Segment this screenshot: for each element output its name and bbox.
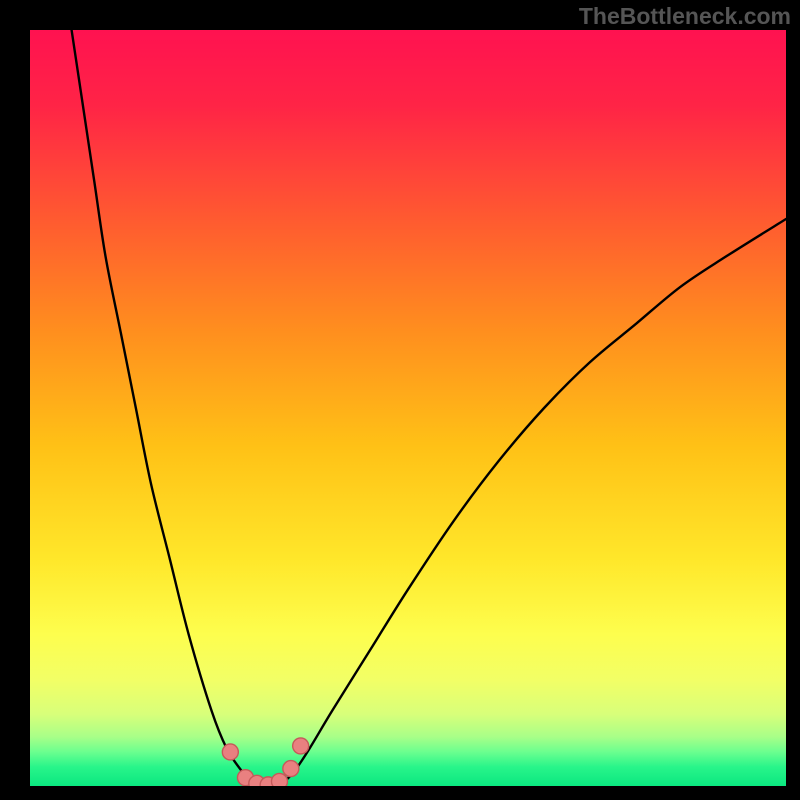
gradient-background <box>30 30 786 786</box>
plot-svg <box>30 30 786 786</box>
valley-marker <box>283 761 299 777</box>
valley-marker <box>293 738 309 754</box>
chart-stage: TheBottleneck.com <box>0 0 800 800</box>
valley-marker <box>271 773 287 786</box>
valley-marker <box>222 744 238 760</box>
plot-area <box>30 30 786 786</box>
